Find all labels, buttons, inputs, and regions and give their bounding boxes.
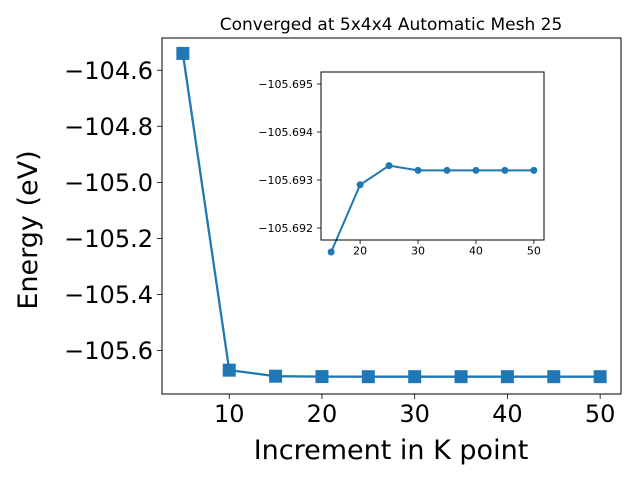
x-tick-label: 10 (214, 400, 245, 428)
y-tick-label: −105.2 (64, 225, 153, 253)
inset-y-axis-ticks: −105.692 −105.693 −105.694 −105.695 (258, 78, 321, 235)
inset-x-tick-label: 50 (527, 244, 541, 257)
plot-frame (161, 37, 622, 395)
y-axis-label: Energy (eV) (13, 150, 44, 309)
main-series (176, 46, 607, 384)
x-tick-label: 30 (399, 400, 430, 428)
data-point (315, 370, 329, 384)
x-tick-label: 20 (307, 400, 338, 428)
inset-data-point (501, 166, 509, 174)
data-point (500, 370, 514, 384)
inset-y-tick-label: −105.693 (258, 174, 313, 187)
inset-frame (320, 71, 545, 241)
y-axis-ticks: −105.6 −105.4 −105.2 −105.0 −104.8 −104.6 (64, 57, 162, 365)
inset-background (321, 72, 544, 240)
inset-y-tick-label: −105.694 (258, 126, 313, 139)
data-point (176, 46, 190, 60)
inset-series-line (330, 164, 534, 253)
inset-data-point (414, 166, 422, 174)
inset-data-point (327, 248, 335, 256)
y-tick-label: −105.0 (64, 169, 153, 197)
x-axis-ticks: 10 20 30 40 50 (214, 394, 615, 428)
inset-data-point (472, 166, 480, 174)
inset-x-axis-ticks: 20 30 40 50 (353, 240, 541, 257)
data-point (454, 370, 468, 384)
x-axis-label: Increment in K point (254, 435, 529, 466)
inset-data-point (530, 166, 538, 174)
data-point (408, 370, 422, 384)
x-tick-label: 50 (585, 400, 616, 428)
x-tick-label: 40 (492, 400, 523, 428)
inset-x-tick-label: 20 (353, 244, 367, 257)
data-point (222, 363, 236, 377)
inset-y-tick-label: −105.695 (258, 78, 313, 91)
inset-x-tick-label: 40 (469, 244, 483, 257)
series-line (181, 53, 601, 378)
inset-chart: 20 30 40 50 −105.692−105.693−105.694−105.69… (258, 71, 545, 257)
inset-series (327, 162, 538, 256)
data-point (547, 370, 561, 384)
inset-data-point (356, 181, 364, 189)
data-point (361, 370, 375, 384)
inset-y-tick-label: −105.692 (258, 222, 313, 235)
data-point (593, 370, 607, 384)
y-tick-label: −105.6 (64, 337, 153, 365)
y-tick-label: −104.8 (64, 113, 153, 141)
inset-x-tick-label: 30 (411, 244, 425, 257)
main-chart: Converged at 5x4x4 Automatic Mesh 25 Inc… (13, 15, 622, 466)
y-tick-label: −105.4 (64, 281, 153, 309)
data-point (269, 369, 283, 383)
inset-data-point (443, 166, 451, 174)
inset-data-point (385, 162, 393, 170)
chart-title: Converged at 5x4x4 Automatic Mesh 25 (220, 15, 563, 35)
y-tick-label: −104.6 (64, 57, 153, 85)
